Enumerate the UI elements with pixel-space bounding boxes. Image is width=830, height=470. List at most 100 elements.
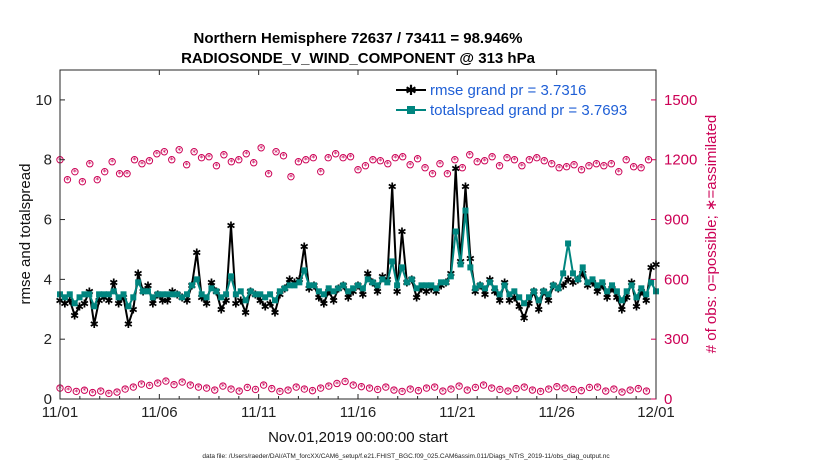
rmse-point: ✱ [90, 318, 99, 331]
totalspread-point [149, 294, 156, 301]
obs-assimilated-marker: * [580, 166, 584, 175]
rmse-point: ✱ [319, 297, 328, 310]
totalspread-point [496, 291, 503, 298]
obs-assimilated-marker: * [514, 385, 518, 394]
obs-possible-marker [365, 384, 374, 392]
obs-possible-marker [197, 154, 206, 162]
obs-possible-marker [447, 385, 455, 393]
rmse-point: ✱ [412, 291, 421, 304]
rmse-point: ✱ [134, 267, 143, 280]
rmse-point: ✱ [388, 181, 397, 194]
obs-possible-marker [473, 158, 481, 166]
obs-assimilated-marker: * [408, 161, 412, 170]
obs-assimilated-marker: * [296, 158, 300, 167]
totalspread-point [350, 285, 357, 292]
totalspread-point [613, 288, 620, 295]
obs-assimilated-marker: * [205, 385, 209, 394]
rmse-point: ✱ [158, 294, 167, 307]
obs-assimilated-marker: * [555, 383, 559, 392]
totalspread-point [120, 291, 127, 298]
y-tick-label: 0 [44, 391, 52, 408]
totalspread-point [325, 285, 332, 292]
rmse-point: ✱ [524, 297, 533, 310]
obs-possible-marker [562, 163, 571, 171]
rmse-point: ✱ [265, 297, 274, 310]
rmse-point: ✱ [192, 246, 201, 259]
obs-assimilated-marker: * [609, 160, 613, 169]
obs-assimilated-marker: * [107, 390, 111, 399]
rmse-point: ✱ [647, 261, 656, 274]
obs-assimilated-marker: * [647, 156, 651, 165]
obs-assimilated-marker: * [351, 382, 355, 391]
totalspread-point [169, 291, 176, 298]
obs-possible-marker [520, 383, 528, 391]
obs-assimilated-marker: * [294, 384, 298, 393]
obs-possible-marker [555, 164, 563, 172]
totalspread-point [525, 294, 532, 301]
totalspread-point [306, 282, 313, 289]
obs-possible-marker [504, 387, 512, 395]
rmse-point: ✱ [603, 291, 612, 304]
obs-assimilated-marker: * [170, 156, 174, 165]
obs-possible-marker [71, 167, 79, 176]
obs-assimilated-marker: * [371, 156, 375, 165]
obs-possible-marker [592, 160, 601, 168]
obs-assimilated-marker: * [267, 170, 271, 179]
rmse-point: ✱ [622, 291, 631, 304]
totalspread-point [71, 300, 78, 307]
totalspread-point [398, 264, 405, 271]
rmse-point: ✱ [392, 285, 401, 298]
rmse-point: ✱ [114, 297, 123, 310]
obs-possible-marker [585, 162, 593, 170]
rmse-point: ✱ [119, 291, 128, 304]
obs-possible-marker [629, 163, 638, 171]
obs-assimilated-marker: * [587, 384, 591, 393]
rmse-point: ✱ [344, 291, 353, 304]
y-axis-left: 0 2 4 6 8 10 [35, 92, 65, 408]
obs-assimilated-marker: * [244, 150, 248, 159]
obs-possible-marker [406, 385, 414, 393]
obs-possible-marker [264, 169, 273, 178]
totalspread-point [81, 291, 88, 298]
totalspread-point [227, 273, 234, 280]
x-tick-label: 11/01 [42, 404, 78, 421]
obs-assimilated-marker: * [139, 381, 143, 390]
obs-assimilated-marker: * [445, 170, 449, 179]
y-tick-label: 6 [44, 212, 52, 229]
obs-assimilated-marker: * [563, 385, 567, 394]
obs-possible-marker [259, 381, 268, 389]
obs-possible-marker [422, 384, 431, 392]
obs-assimilated-marker: * [133, 156, 137, 165]
obs-possible-marker [316, 384, 325, 392]
obs-possible-marker [455, 382, 463, 390]
totalspread-point [423, 282, 430, 289]
obs-assimilated-marker: * [449, 386, 453, 395]
totalspread-point [413, 285, 420, 292]
totalspread-point [579, 264, 586, 271]
rmse-point: ✱ [637, 285, 646, 298]
totalspread-point [125, 303, 132, 310]
totalspread-point [267, 291, 274, 298]
obs-possible-marker [399, 153, 407, 161]
rmse-point: ✱ [417, 282, 426, 295]
obs-possible-marker [339, 154, 347, 162]
obs-possible-marker [471, 383, 480, 392]
x-tick-label: 11/16 [340, 404, 376, 421]
obs-assimilated-marker: * [140, 160, 144, 169]
totalspread-point [135, 279, 142, 286]
totalspread-point [179, 294, 186, 301]
obs-possible-marker [463, 386, 471, 394]
totalspread-point [384, 279, 391, 286]
obs-assimilated-marker: * [172, 381, 176, 390]
x-axis: 11/01 11/06 11/11 11/16 11/21 11/26 12/01 [42, 70, 675, 421]
obs-possible-marker [160, 148, 169, 156]
rmse-point: ✱ [363, 267, 372, 280]
x-tick-label: 11/11 [241, 404, 276, 421]
x-tick-label: 12/01 [637, 404, 675, 421]
totalspread-point [262, 294, 269, 301]
totalspread-point [315, 288, 322, 295]
obs-possible-marker [168, 156, 176, 164]
obs-possible-marker [512, 384, 520, 393]
obs-assimilated-marker: * [376, 386, 380, 395]
totalspread-point [330, 288, 337, 295]
